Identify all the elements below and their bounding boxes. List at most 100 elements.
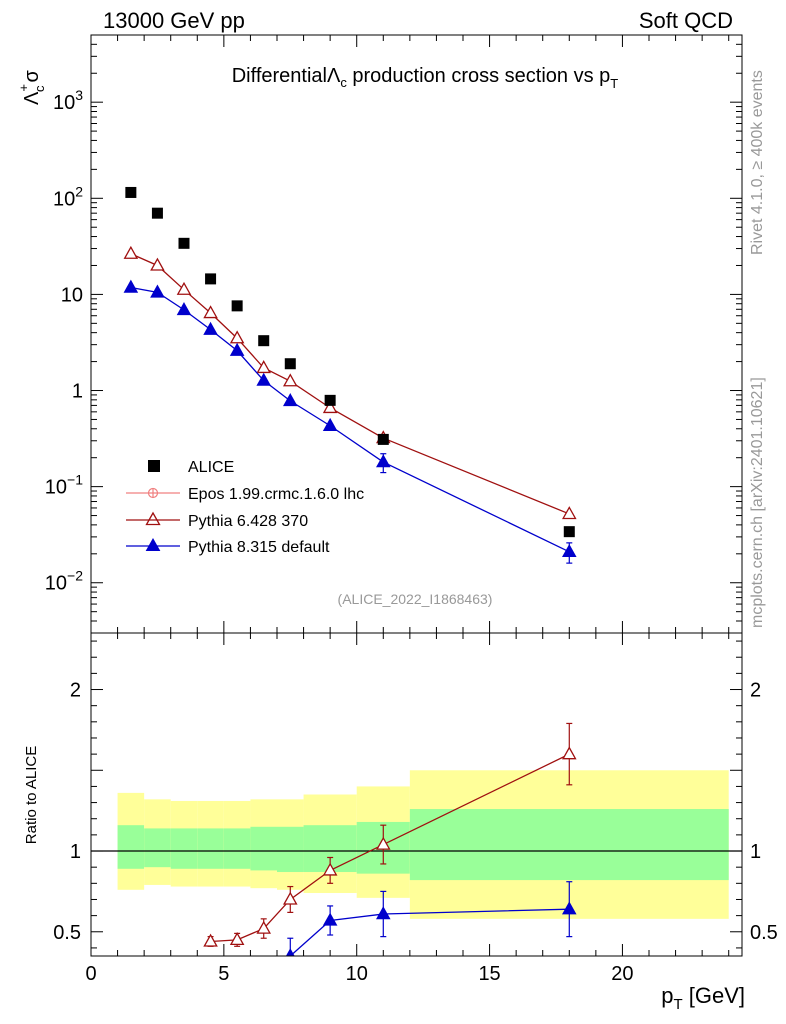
mcplots-label: mcplots.cern.ch [arXiv:2401.10621]: [749, 377, 766, 628]
alice-point: [178, 237, 190, 249]
ratio-xtick-label: 20: [611, 963, 633, 985]
pythia8-point: [283, 393, 298, 407]
legend-py6-marker: [145, 511, 161, 526]
legend-py8-label: Pythia 8.315 default: [188, 539, 330, 556]
tick-exponent: 2: [75, 183, 83, 199]
pythia6-line: [130, 253, 570, 515]
ratio-ytick-label: 2: [70, 680, 81, 702]
main-title: DifferentialΛc production cross section …: [232, 65, 619, 91]
main-ylabel: Λ+cσ: [16, 70, 47, 105]
ratio-pythia8-point: [285, 948, 295, 956]
legend-epos-label: Epos 1.99.crmc.1.6.0 lhc: [188, 486, 364, 503]
ratio-band-inner: [197, 828, 224, 869]
ratio-band-inner: [144, 828, 171, 868]
ratio-pythia8-point: [562, 901, 577, 915]
ratio-pythia6-point: [322, 862, 338, 876]
legend-py6-label: Pythia 6.428 370: [188, 513, 308, 530]
ratio-pythia6-point: [229, 932, 245, 946]
rivet-label: Rivet 4.1.0, ≥ 400k events: [749, 70, 766, 255]
ratio-band-inner: [409, 809, 729, 881]
pythia8-point: [176, 302, 192, 316]
category-label: Soft QCD: [639, 8, 733, 33]
legend: ALICE Epos 1.99.crmc.1.6.0 lhc Pythia 6.…: [126, 459, 364, 556]
pythia6-point: [256, 360, 271, 374]
pythia8-point: [376, 454, 391, 468]
ratio-ticks: 0 5 10 15 20 0.5 0.5 1 1 2 2: [53, 633, 778, 985]
analysis-tag: (ALICE_2022_I1868463): [338, 591, 493, 607]
legend-alice-marker: [148, 460, 160, 472]
ratio-band-inner: [223, 828, 251, 869]
ratio-pythia6-point: [283, 891, 298, 905]
ratio-pythia8-line: [289, 908, 570, 956]
ylabel-sub: c: [32, 85, 47, 92]
main-ytick-label: 103: [53, 87, 83, 114]
main-ytick-label: 10−1: [45, 472, 83, 499]
ratio-bands: [117, 770, 729, 919]
alice-point: [284, 358, 296, 370]
ratio-band-inner: [170, 828, 198, 869]
title-tail-sub: T: [610, 76, 618, 91]
pythia6-point: [283, 373, 298, 387]
tick-base: 10: [53, 92, 75, 114]
tick-exponent: −2: [67, 568, 83, 584]
ratio-pythia8-point: [376, 906, 391, 920]
alice-point: [563, 526, 575, 538]
pythia6-point: [229, 330, 245, 344]
tick-base: 10: [45, 477, 67, 499]
pythia8-point: [562, 543, 577, 557]
energy-label: 13000 GeV pp: [103, 8, 245, 33]
ratio-ytick-label-right: 0.5: [750, 922, 778, 944]
pythia6-point: [150, 257, 165, 271]
ratio-xtick-label: 0: [85, 963, 96, 985]
xlabel-unit: [GeV]: [683, 983, 745, 1008]
ylabel-sigma: σ: [21, 70, 43, 83]
tick-exponent: −1: [67, 472, 83, 488]
title-lambda-sub: c: [340, 75, 347, 90]
pythia6-point: [123, 245, 139, 259]
alice-point: [125, 186, 137, 198]
tick-exponent: 3: [75, 87, 83, 103]
tick-base: 10: [45, 573, 67, 595]
main-series: [123, 186, 577, 564]
pythia8-point: [322, 417, 338, 431]
ratio-xtick-label: 15: [478, 963, 500, 985]
alice-point: [258, 335, 270, 347]
ratio-pythia6-point: [562, 746, 577, 760]
alice-point: [377, 433, 389, 445]
pythia8-point: [256, 372, 271, 386]
ratio-xlabel: pT [GeV]: [661, 983, 745, 1013]
ylabel-lambda: Λ: [21, 91, 43, 105]
ratio-band-inner: [277, 826, 304, 873]
pythia6-point: [203, 305, 218, 319]
ratio-ytick-label-right: 2: [750, 680, 761, 702]
legend-alice-label: ALICE: [188, 459, 234, 476]
ylabel-sup: +: [16, 84, 31, 92]
main-ytick-label: 10: [61, 284, 83, 306]
ratio-ytick-label: 1: [70, 841, 81, 863]
ratio-pythia8-point: [322, 912, 338, 926]
legend-py8-marker: [145, 537, 161, 551]
tick-base: 10: [53, 188, 75, 210]
pythia8-point: [229, 342, 245, 356]
ratio-ylabel: Ratio to ALICE: [23, 746, 40, 844]
ratio-pythia6-point: [203, 933, 218, 947]
ratio-frame: [90, 632, 743, 957]
main-ytick-label: 102: [53, 183, 83, 210]
pythia8-point: [150, 284, 165, 298]
ratio-ytick-label-right: 1: [750, 841, 761, 863]
title-tail: production cross section vs p: [347, 65, 610, 87]
main-ytick-label: 10−2: [45, 568, 83, 595]
ratio-xtick-label: 5: [218, 963, 229, 985]
ratio-pythia6-point: [376, 836, 391, 850]
xlabel-main: p: [661, 983, 673, 1008]
ratio-xtick-label: 10: [346, 963, 368, 985]
title-main: Differential: [232, 65, 327, 87]
pythia6-point: [176, 281, 192, 295]
pythia8-line: [130, 286, 570, 553]
ratio-series: [203, 722, 577, 956]
tick-base: 1: [72, 381, 83, 403]
alice-point: [205, 273, 217, 285]
ratio-band-inner: [250, 826, 277, 871]
